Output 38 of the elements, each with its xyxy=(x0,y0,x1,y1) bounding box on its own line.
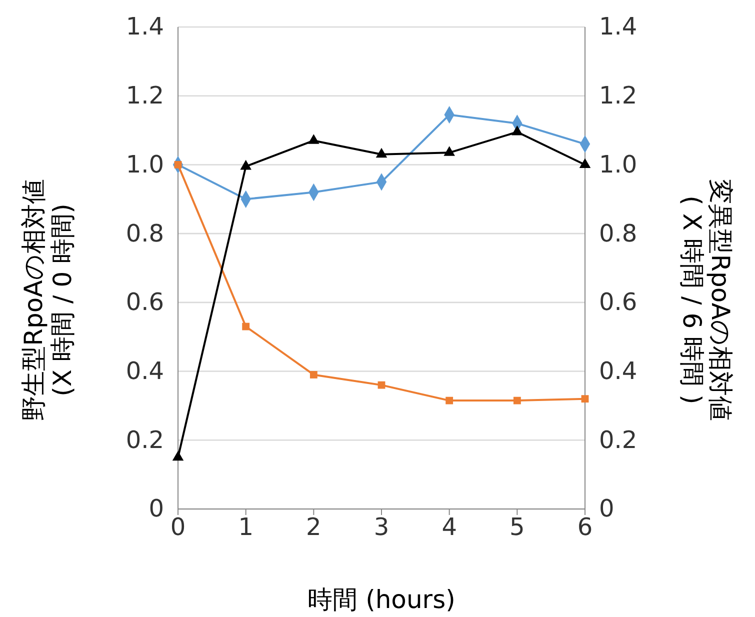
point xyxy=(376,148,388,158)
point xyxy=(581,395,589,403)
y-tick-label: 0 xyxy=(148,494,164,523)
point xyxy=(444,146,455,156)
y-tick-label: 0.6 xyxy=(126,288,164,316)
y2-tick-label: 0.8 xyxy=(599,219,638,248)
point xyxy=(308,134,320,144)
x-axis-title: 時間 (hours) xyxy=(308,585,456,614)
y-tick-label: 0.4 xyxy=(126,356,164,385)
y2-tick-label: 1.2 xyxy=(599,82,638,110)
x-tick-label: 1 xyxy=(238,513,254,542)
y-tick-label: 0.8 xyxy=(126,219,164,248)
x-tick-label: 4 xyxy=(442,513,457,542)
x-tick-label: 0 xyxy=(170,513,186,542)
y2-tick-label: 0.4 xyxy=(599,356,638,385)
y-tick-label: 0.2 xyxy=(126,426,164,454)
y2-tick-label: 1.0 xyxy=(599,150,638,178)
point xyxy=(513,396,521,404)
point xyxy=(512,126,523,136)
point xyxy=(310,371,318,378)
y-tick-label: 1.0 xyxy=(126,150,164,178)
point xyxy=(579,158,591,168)
y-tick-label: 1.2 xyxy=(126,82,164,110)
y2-tick-label: 0.2 xyxy=(599,426,638,454)
x-tick-label: 2 xyxy=(306,513,322,542)
x-tick-label: 5 xyxy=(510,513,525,542)
y2-axis-title: 変異型RpoAの相対値 ( X 時間 / 6 時間 ) xyxy=(677,179,735,421)
y2-tick-label: 0 xyxy=(599,494,614,523)
y2-tick-label: 1.4 xyxy=(599,12,638,41)
y-tick-label: 1.4 xyxy=(126,12,164,41)
point xyxy=(242,322,250,330)
x-tick-label: 6 xyxy=(577,513,593,542)
point xyxy=(378,381,386,389)
y-axis-title: 野生型RpoAの相対値 (X 時間 / 0 時間) xyxy=(19,179,77,421)
y2-tick-label: 0.6 xyxy=(599,288,638,316)
point xyxy=(240,160,252,170)
point xyxy=(446,396,454,404)
x-tick-label: 3 xyxy=(374,513,390,542)
